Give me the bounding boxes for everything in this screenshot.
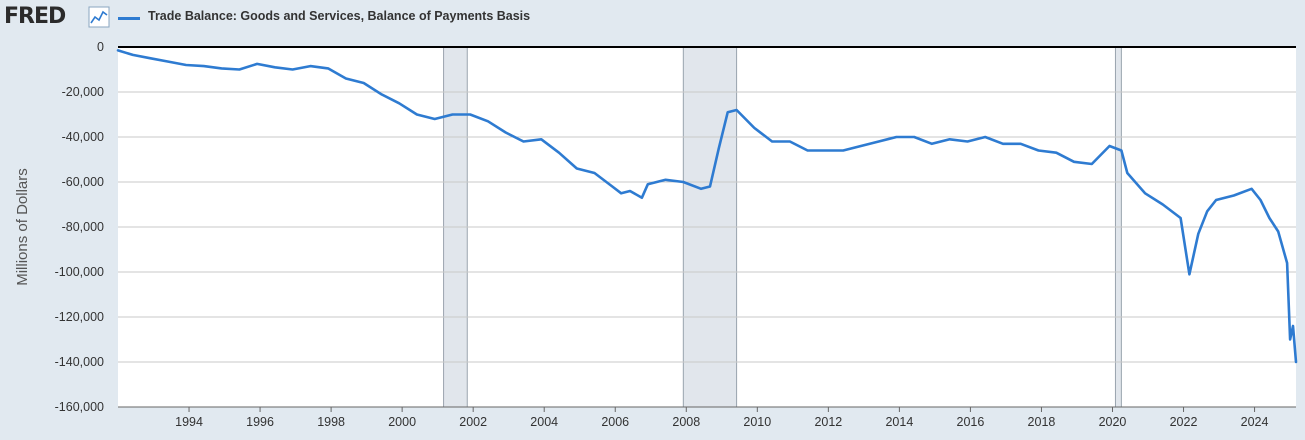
y-tick-label: -140,000: [55, 355, 104, 369]
y-tick-label: -160,000: [55, 400, 104, 414]
y-tick-label: -80,000: [62, 220, 104, 234]
x-tick-label: 2000: [388, 415, 416, 429]
x-tick-label: 2014: [885, 415, 913, 429]
y-tick-label: -20,000: [62, 85, 104, 99]
x-tick-label: 1996: [246, 415, 274, 429]
legend-swatch: [118, 17, 140, 20]
y-axis-label: Millions of Dollars: [14, 168, 31, 286]
x-tick-label: 2004: [530, 415, 558, 429]
y-tick-label: 0: [97, 40, 104, 54]
x-tick-label: 2022: [1170, 415, 1198, 429]
y-tick-label: -60,000: [62, 175, 104, 189]
series-line: [116, 49, 1298, 364]
x-tick-label: 2020: [1099, 415, 1127, 429]
x-tick-label: 2008: [672, 415, 700, 429]
y-tick-label: -40,000: [62, 130, 104, 144]
x-tick-label: 1998: [317, 415, 345, 429]
y-tick-label: -100,000: [55, 265, 104, 279]
x-tick-label: 2012: [814, 415, 842, 429]
x-tick-label: 2006: [601, 415, 629, 429]
x-tick-label: 2002: [459, 415, 487, 429]
x-tick-label: 1994: [175, 415, 203, 429]
x-tick-label: 2010: [743, 415, 771, 429]
x-tick-label: 2016: [957, 415, 985, 429]
line-chart-icon: [88, 6, 110, 28]
x-tick-label: 2018: [1028, 415, 1056, 429]
y-tick-label: -120,000: [55, 310, 104, 324]
chart-header: FRED Trade Balance: Goods and Services, …: [0, 0, 1305, 34]
legend-label: Trade Balance: Goods and Services, Balan…: [148, 9, 531, 23]
fred-logo: FRED: [4, 4, 66, 29]
x-tick-label: 2024: [1241, 415, 1269, 429]
